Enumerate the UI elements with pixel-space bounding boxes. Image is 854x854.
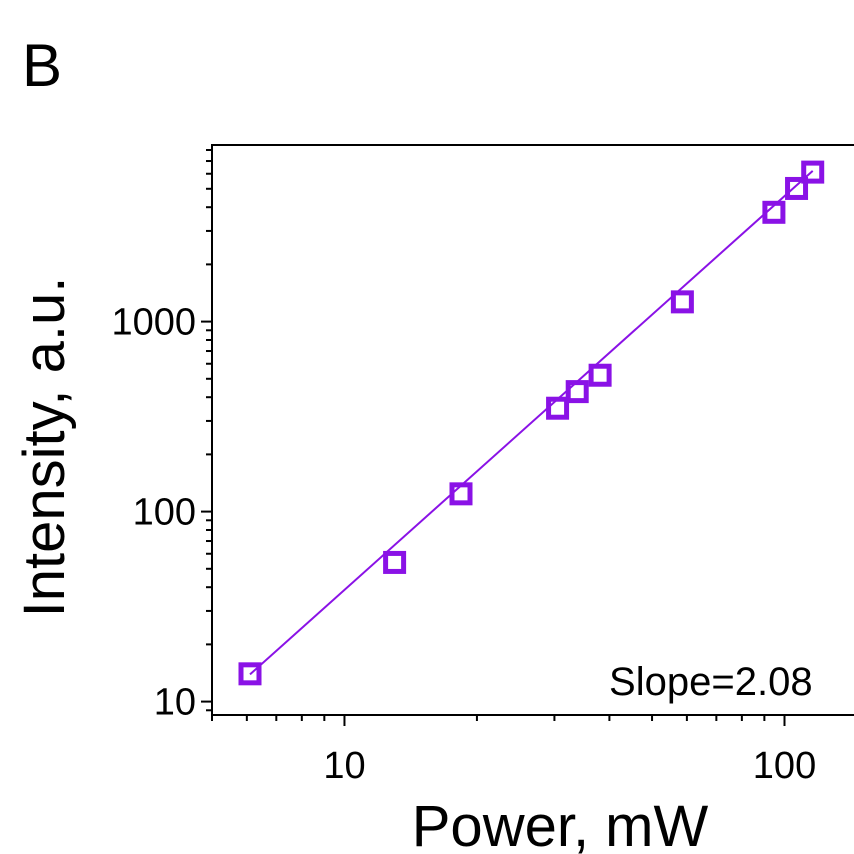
- data-points: [238, 160, 825, 686]
- x-axis-label: Power, mW: [412, 794, 709, 854]
- y-tick-label: 1000: [111, 302, 196, 344]
- data-point: [588, 363, 612, 387]
- data-point: [670, 290, 694, 314]
- y-tick-label: 10: [154, 682, 196, 724]
- data-point: [546, 396, 570, 420]
- data-point: [383, 550, 407, 574]
- data-point: [785, 176, 809, 200]
- fit-line: [249, 170, 814, 676]
- data-point: [801, 160, 825, 184]
- y-axis-label: Intensity, a.u.: [12, 277, 77, 618]
- annotations: Slope=2.08: [609, 660, 813, 704]
- x-tick-label: 100: [753, 745, 816, 787]
- data-point: [238, 662, 262, 686]
- data-point: [565, 380, 589, 404]
- data-point: [449, 482, 473, 506]
- panel-label: B: [22, 32, 62, 99]
- slope-annotation: Slope=2.08: [609, 660, 813, 704]
- y-axis-ticks: 10 100 1000: [111, 149, 212, 724]
- x-tick-label: 10: [323, 745, 365, 787]
- y-tick-label: 100: [133, 492, 196, 534]
- data-point: [762, 200, 786, 224]
- x-axis-ticks: 10 100: [211, 715, 816, 787]
- plot-frame: [211, 144, 854, 716]
- fit-line-group: [249, 170, 814, 676]
